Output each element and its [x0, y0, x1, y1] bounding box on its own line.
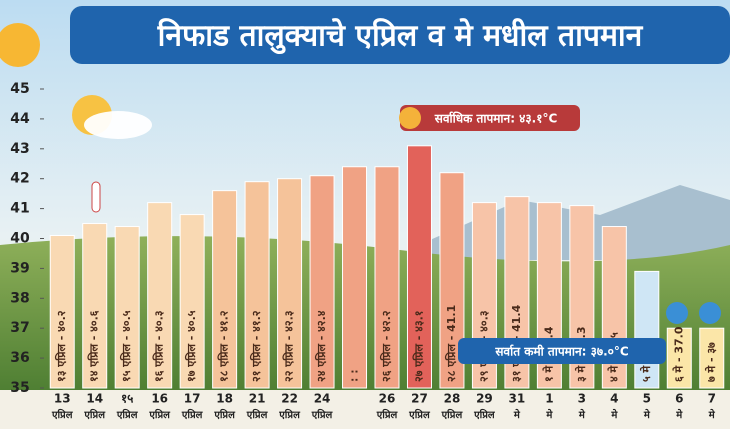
x-tick-label: 14 — [86, 392, 103, 406]
x-tick-label: मे — [675, 408, 683, 421]
x-tick-label: एप्रिल — [116, 408, 139, 421]
y-tick-label: 41 — [10, 201, 29, 217]
x-tick-label: एप्रिल — [246, 408, 269, 421]
y-tick-label: 45 — [10, 81, 29, 97]
x-tick-label: एप्रिल — [83, 408, 106, 421]
x-tick-label: 7 — [708, 392, 716, 406]
x-tick-label: १५ — [121, 392, 133, 406]
bar — [244, 181, 270, 389]
bar-label: १७ एप्रिल - ४०.५ — [184, 310, 198, 382]
x-tick-label: मे — [578, 408, 586, 421]
y-tick-label: 43 — [10, 141, 29, 157]
snow-icon — [666, 302, 688, 324]
thermometer-icon — [91, 181, 101, 213]
x-tick-label: 5 — [643, 392, 651, 406]
x-tick-label: एप्रिल — [148, 408, 171, 421]
x-tick-label: 3 — [578, 392, 586, 406]
x-tick-label: 18 — [216, 392, 233, 406]
bar — [147, 202, 173, 389]
x-tick-label: मे — [513, 408, 521, 421]
x-tick-label: 24 — [314, 392, 331, 406]
bar — [277, 178, 303, 389]
x-tick-label: मे — [708, 408, 716, 421]
x-tick-label: एप्रिल — [376, 408, 399, 421]
x-tick-label: 26 — [379, 392, 396, 406]
bar — [634, 270, 660, 389]
x-tick-label: 13 — [54, 392, 71, 406]
max-annotation: सर्वाधिक तापमान: ४३.१°C — [434, 112, 558, 126]
min-annotation: सर्वात कमी तापमान: ३७.०°C — [494, 345, 629, 359]
x-tick-label: 27 — [411, 392, 428, 406]
x-tick-label: एप्रिल — [278, 408, 301, 421]
sun-icon — [0, 23, 40, 67]
bar-label: १५ एप्रिल - ४०.५ — [119, 310, 133, 382]
bar-label: १३ एप्रिल - ४०.२ — [54, 310, 68, 382]
snow-icon — [699, 302, 721, 324]
bar — [179, 214, 205, 389]
x-tick-label: एप्रिल — [441, 408, 464, 421]
bar — [699, 327, 725, 389]
x-tick-label: 6 — [675, 392, 683, 406]
bar — [82, 223, 108, 389]
bar — [342, 166, 368, 389]
bar-label: २१ एप्रिल - ४१.२ — [249, 310, 263, 382]
bar — [309, 175, 335, 389]
x-tick-label: एप्रिल — [408, 408, 431, 421]
y-tick-label: 39 — [10, 260, 29, 276]
max-annotation-box — [400, 105, 580, 131]
x-tick-label: एप्रिल — [213, 408, 236, 421]
bar-label: : : — [348, 369, 361, 382]
star-icon — [399, 107, 421, 129]
y-tick-label: 38 — [10, 290, 29, 306]
x-tick-label: मे — [545, 408, 553, 421]
bar — [212, 190, 238, 389]
y-tick-label: 42 — [10, 171, 29, 187]
x-tick-label: एप्रिल — [181, 408, 204, 421]
bar-label: ७ मे - ३७ — [704, 342, 718, 382]
bar — [666, 327, 692, 389]
x-tick-label: एप्रिल — [473, 408, 496, 421]
x-tick-label: 29 — [476, 392, 493, 406]
chart-title: निफाड तालुक्याचे एप्रिल व मे मधील तापमान — [157, 18, 644, 55]
x-tick-label: 21 — [249, 392, 266, 406]
x-tick-label: 4 — [610, 392, 618, 406]
x-tick-label: मे — [610, 408, 618, 421]
bar-label: २२ एप्रिल - ४२.३ — [282, 310, 296, 382]
x-tick-label: एप्रिल — [51, 408, 74, 421]
x-axis-band — [0, 390, 730, 429]
y-tick-label: 44 — [10, 111, 30, 127]
bar — [49, 235, 75, 389]
x-tick-label: 1 — [545, 392, 553, 406]
bar-label: १४ एप्रिल - ४०.६ — [87, 310, 101, 382]
bar-label: २७ एप्रिल - ४३.१ — [411, 311, 425, 382]
y-tick-label: 37 — [10, 320, 29, 336]
bar-label: १६ एप्रिल - ४०.३ — [152, 310, 166, 382]
x-tick-label: 16 — [151, 392, 168, 406]
title-banner — [70, 6, 730, 64]
bar — [406, 145, 432, 389]
bar-label: २६ एप्रिल - ४२.२ — [379, 310, 393, 382]
bar-label: २८ एप्रिल - 41.1 — [444, 305, 458, 382]
y-tick-label: 36 — [10, 350, 29, 366]
min-annotation-box — [458, 338, 666, 364]
x-tick-label: 28 — [444, 392, 461, 406]
x-tick-label: एप्रिल — [311, 408, 334, 421]
cloud-icon — [84, 111, 152, 139]
x-tick-label: 22 — [281, 392, 298, 406]
x-tick-label: 17 — [184, 392, 201, 406]
bar-label: १८ एप्रिल - ४१.२ — [217, 310, 231, 382]
bar — [114, 226, 140, 389]
bar — [374, 166, 400, 389]
bar-label: ६ मे - 37.0 — [671, 326, 685, 382]
x-tick-label: 31 — [509, 392, 526, 406]
bar-label: २४ एप्रिल - ४२.४ — [314, 310, 328, 382]
x-tick-label: मे — [643, 408, 651, 421]
y-tick-label: 40 — [10, 231, 30, 247]
y-tick-label: 35 — [10, 380, 29, 396]
